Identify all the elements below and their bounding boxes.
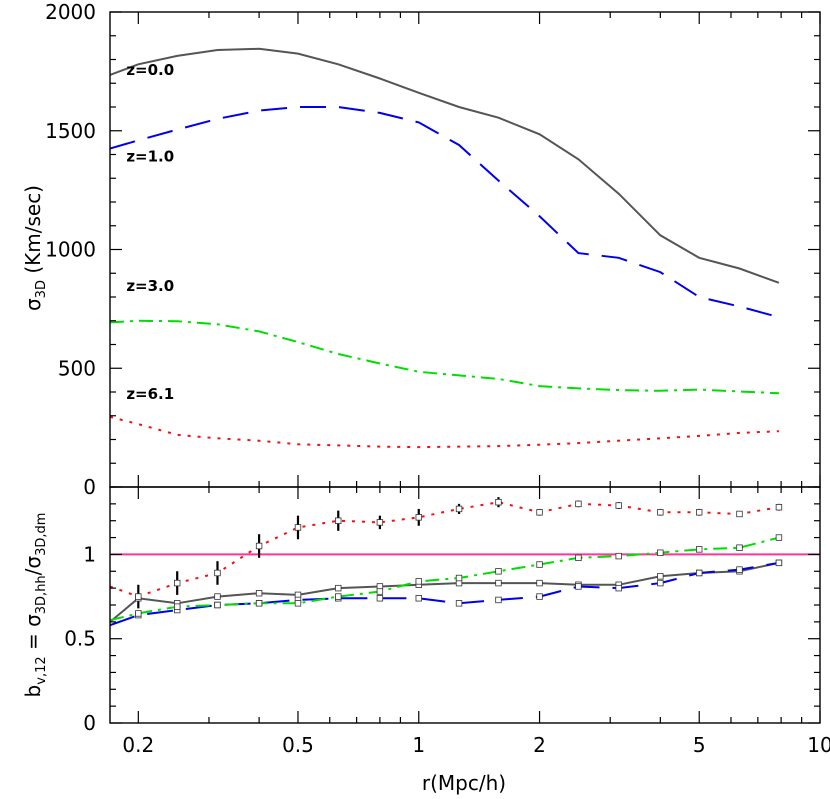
series-annotation: z=3.0 xyxy=(126,277,174,295)
data-point-marker xyxy=(255,590,263,597)
data-point-marker xyxy=(775,559,783,567)
data-point-marker xyxy=(696,546,703,553)
data-point-marker xyxy=(294,524,302,531)
top-series-line-0 xyxy=(110,47,780,284)
y-tick-label: 1000 xyxy=(45,238,96,262)
data-point-marker xyxy=(376,519,384,526)
data-point-marker xyxy=(575,500,582,508)
data-point-marker xyxy=(775,534,783,541)
top-series-line-3 xyxy=(110,415,779,449)
data-point-marker xyxy=(376,595,384,602)
series-annotation: z=0.0 xyxy=(126,61,174,79)
data-point-marker xyxy=(335,584,342,592)
data-point-marker xyxy=(536,593,543,600)
y-axis-label-part: /σ xyxy=(21,556,45,576)
y-tick-label: 0.5 xyxy=(64,627,96,651)
data-point-marker xyxy=(775,504,783,511)
data-point-marker xyxy=(495,579,502,587)
y-tick-label: 1500 xyxy=(45,119,96,143)
data-point-marker xyxy=(455,600,463,607)
data-point-marker xyxy=(575,583,582,590)
bottom-plot: 00.51 xyxy=(64,486,821,735)
data-point-marker xyxy=(214,593,221,600)
data-point-marker xyxy=(376,588,384,595)
data-point-marker xyxy=(214,601,221,609)
data-point-marker xyxy=(657,573,664,580)
data-point-marker xyxy=(495,568,502,575)
x-tick-label: 0.2 xyxy=(122,733,154,757)
data-point-marker xyxy=(335,517,342,524)
bottom-series-line-2 xyxy=(110,536,780,622)
y-tick-label: 0 xyxy=(83,475,96,499)
top-y-axis-label: σ3D (Km/sec) xyxy=(21,185,49,311)
x-axis-label: r(Mpc/h) xyxy=(422,771,506,795)
y-tick-label: 2000 xyxy=(45,0,96,24)
data-point-marker xyxy=(615,584,622,592)
x-tick-label: 1 xyxy=(412,733,425,757)
y-axis-label-part: b xyxy=(21,685,45,698)
y-axis-label-part: 3D xyxy=(34,280,49,298)
y-axis-label-part: 3D,dm xyxy=(34,513,49,556)
bottom-series-line-1 xyxy=(110,561,780,627)
data-point-marker xyxy=(736,544,743,551)
data-point-marker xyxy=(696,569,703,577)
top-plot: 0 500 1000 1500 2000 z=0.0 z=1.0 z=3.0 z=6.1 xyxy=(45,0,821,499)
data-point-marker xyxy=(495,596,502,604)
data-point-marker xyxy=(214,569,221,577)
data-point-marker xyxy=(415,578,422,585)
data-point-marker xyxy=(335,593,342,600)
top-series-line-2 xyxy=(110,319,779,395)
x-tick-label: 10 xyxy=(807,733,830,757)
data-point-marker xyxy=(415,514,422,521)
top-series-group xyxy=(110,47,780,449)
bottom-y-axis-label: bv,12 = σ3D,hh/σ3D,dm xyxy=(21,513,49,698)
data-point-marker xyxy=(135,610,142,617)
bottom-series-line-0 xyxy=(110,561,780,623)
data-point-marker xyxy=(657,549,664,556)
x-tick-labels: 0.2 0.5 1 2 5 10 xyxy=(122,733,830,757)
data-point-marker xyxy=(495,498,502,506)
y-axis-label-part: (Km/sec) xyxy=(21,185,45,280)
data-point-marker xyxy=(615,552,622,560)
data-point-marker xyxy=(536,561,543,568)
series-annotation: z=1.0 xyxy=(126,148,174,166)
y-axis-label-part: σ xyxy=(21,298,45,311)
y-axis-label-part: v,12 xyxy=(34,656,49,684)
data-point-marker xyxy=(255,542,263,550)
y-tick-label: 1 xyxy=(83,542,96,566)
data-point-marker xyxy=(536,579,543,587)
data-point-marker xyxy=(255,600,263,607)
data-point-marker xyxy=(536,509,543,516)
y-tick-label: 0 xyxy=(83,711,96,735)
y-axis-label-part: 3D,hh xyxy=(34,575,49,614)
data-point-marker xyxy=(657,579,664,587)
x-tick-label: 5 xyxy=(693,733,706,757)
data-point-marker xyxy=(174,579,181,587)
data-point-marker xyxy=(615,502,622,509)
data-point-marker xyxy=(294,600,302,607)
x-tick-label: 2 xyxy=(533,733,546,757)
series-annotation: z=6.1 xyxy=(126,385,174,403)
x-tick-label: 0.5 xyxy=(282,733,314,757)
y-axis-label-part: = σ xyxy=(21,614,45,656)
data-point-marker xyxy=(657,509,664,516)
data-point-marker xyxy=(696,509,703,516)
data-point-marker xyxy=(575,554,582,561)
data-point-marker xyxy=(736,566,743,573)
data-point-marker xyxy=(455,505,463,513)
y-tick-label: 500 xyxy=(58,356,96,380)
bottom-series-group xyxy=(110,497,783,627)
data-point-marker xyxy=(415,595,422,602)
data-point-marker xyxy=(736,510,743,518)
data-point-marker xyxy=(174,603,181,610)
data-point-marker xyxy=(455,574,463,582)
data-point-marker xyxy=(135,593,142,600)
